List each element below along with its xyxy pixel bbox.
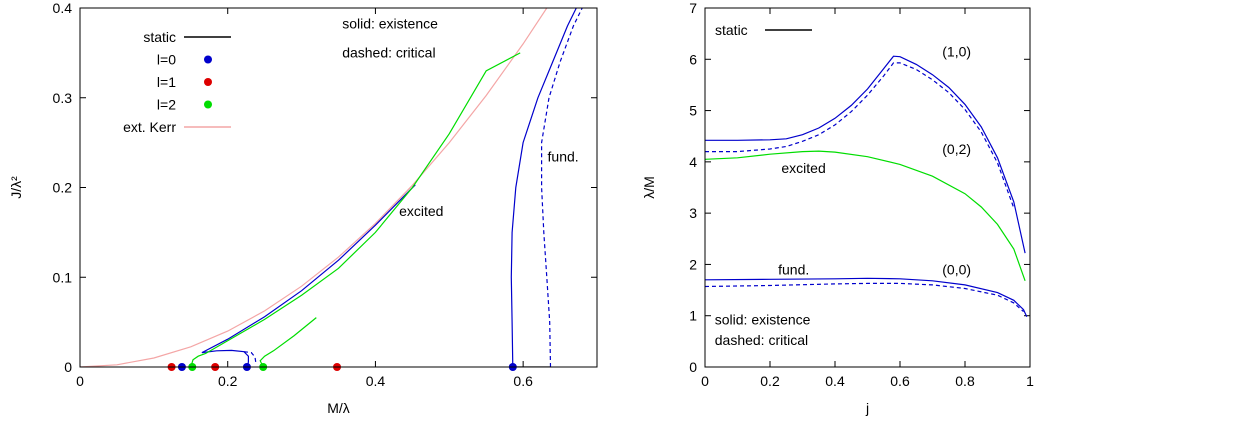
y-tick-label: 1 — [689, 308, 697, 324]
legend-label: static — [143, 29, 176, 45]
legend-label: l=1 — [157, 74, 176, 90]
y-tick-label: 0 — [64, 359, 72, 375]
series-line-1 — [705, 62, 1015, 209]
legend-label: l=2 — [157, 97, 176, 113]
annotation: (0,0) — [942, 262, 971, 278]
y-tick-label: 0 — [689, 359, 697, 375]
legend-swatch-dot — [204, 100, 212, 109]
series-line-6 — [510, 8, 577, 367]
series-line-5 — [259, 317, 317, 367]
legend-swatch-dot — [204, 55, 212, 64]
annotation: excited — [399, 203, 443, 219]
y-tick-label: 7 — [689, 0, 697, 16]
y-tick-label: 3 — [689, 205, 697, 221]
annotation: solid: existence — [342, 16, 438, 32]
x-tick-label: 0.2 — [760, 373, 780, 389]
series-line-0 — [705, 55, 1026, 254]
series-group — [705, 55, 1028, 317]
series-line-2 — [705, 150, 1026, 282]
y-tick-label: 0.1 — [53, 269, 73, 285]
series-group — [80, 8, 583, 367]
x-axis-label: j — [865, 400, 869, 416]
x-tick-label: 0.2 — [218, 373, 238, 389]
annotation: fund. — [548, 148, 579, 164]
y-tick-label: 0.2 — [53, 180, 73, 196]
series-line-2 — [201, 349, 249, 367]
series-line-3 — [705, 277, 1028, 317]
series-line-7 — [541, 8, 583, 367]
y-tick-label: 6 — [689, 51, 697, 67]
annotation: solid: existence — [715, 311, 811, 327]
annotation: dashed: critical — [715, 332, 808, 348]
legend-label: static — [715, 22, 748, 38]
legend-swatch-dot — [204, 78, 212, 86]
x-tick-label: 0 — [701, 373, 709, 389]
x-tick-label: 0.6 — [890, 373, 910, 389]
y-tick-label: 2 — [689, 256, 697, 272]
annotation: (1,0) — [942, 44, 971, 60]
legend-label: ext. Kerr — [123, 119, 176, 135]
annotation: excited — [781, 160, 825, 176]
x-axis-label: M/λ — [327, 400, 350, 416]
x-tick-label: 0 — [76, 373, 84, 389]
annotation: fund. — [778, 262, 809, 278]
plot-frame — [704, 7, 1031, 368]
x-tick-label: 0.4 — [825, 373, 845, 389]
legend-label: l=0 — [157, 52, 176, 68]
annotation: (0,2) — [942, 141, 971, 157]
y-tick-label: 0.4 — [53, 0, 73, 16]
y-axis-label: J/λ² — [8, 176, 24, 199]
x-tick-label: 0.8 — [955, 373, 975, 389]
annotation: dashed: critical — [342, 44, 435, 60]
series-line-4 — [190, 52, 521, 367]
x-tick-label: 0.6 — [513, 373, 533, 389]
y-tick-label: 0.3 — [53, 90, 73, 106]
x-tick-label: 1 — [1026, 373, 1034, 389]
x-tick-label: 0.4 — [366, 373, 386, 389]
left-chart: 0 0.2 0.4 0.6 0 0.1 0.2 0.3 0.4 M/λ J/λ² solid: exi… — [8, 0, 598, 416]
y-axis-label: λ/M — [641, 176, 657, 199]
series-line-3 — [243, 351, 257, 363]
y-tick-label: 5 — [689, 103, 697, 119]
y-tick-label: 4 — [689, 154, 697, 170]
series-line-0 — [80, 8, 548, 367]
series-line-1 — [201, 184, 416, 354]
plot-frame — [79, 7, 598, 368]
series-line-4 — [705, 282, 1024, 313]
right-chart: 0 0.2 0.4 0.6 0.8 1 0 1 2 3 4 5 6 7 j λ/M (1,0) (0,2) exci… — [641, 0, 1034, 416]
